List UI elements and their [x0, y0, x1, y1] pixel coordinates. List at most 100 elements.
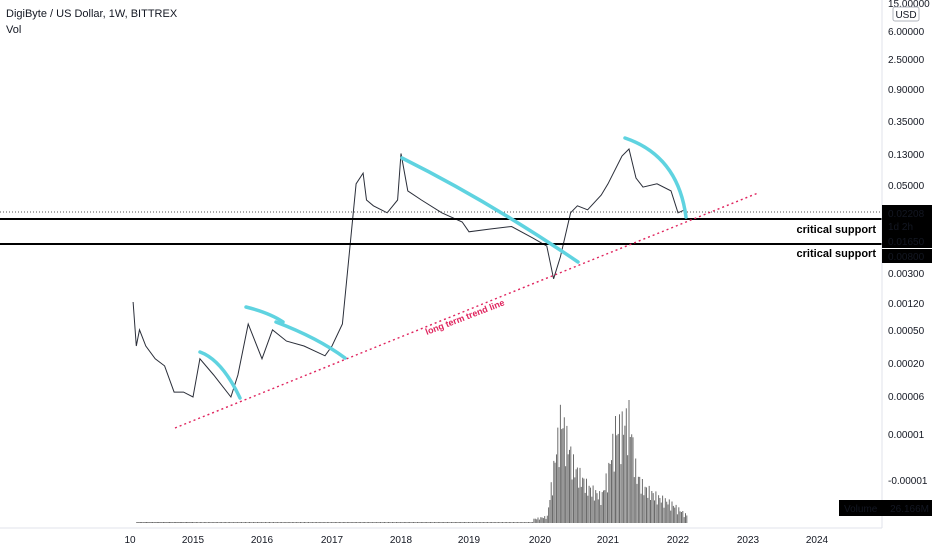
volume-bar: [507, 522, 509, 523]
volume-bar: [556, 454, 557, 523]
volume-bar: [462, 522, 464, 523]
volume-bar: [209, 522, 211, 523]
volume-bar: [679, 511, 681, 523]
volume-bar: [441, 522, 443, 523]
volume-bar: [297, 522, 299, 523]
volume-bar: [330, 522, 332, 523]
volume-bar: [353, 522, 355, 523]
volume-bar: [250, 522, 252, 523]
volume-bar: [360, 522, 362, 523]
volume-bar: [631, 434, 633, 523]
volume-bar: [650, 500, 651, 523]
volume-bar: [549, 500, 551, 523]
volume-bar: [643, 495, 645, 523]
volume-bar: [430, 522, 431, 523]
volume-bar: [376, 522, 378, 523]
volume-bar: [422, 522, 424, 523]
volume-bar: [171, 522, 173, 523]
volume-bar: [632, 437, 634, 523]
volume-bar: [392, 522, 393, 523]
volume-bar: [410, 522, 412, 523]
volume-bar: [675, 504, 677, 523]
volume-bar: [305, 522, 307, 523]
volume-bar: [550, 482, 552, 523]
volume-bar: [496, 522, 498, 523]
volume-bar: [324, 522, 326, 523]
volume-bar: [561, 429, 563, 523]
volume-bar: [178, 522, 180, 523]
volume-bar: [558, 467, 560, 523]
volume-bar: [536, 519, 538, 523]
volume-bar: [660, 502, 662, 523]
price-tick-label: -0.00001: [888, 476, 928, 487]
volume-bar: [325, 522, 327, 523]
volume-bar: [182, 522, 184, 523]
volume-bar: [666, 501, 668, 523]
volume-bar: [306, 522, 308, 523]
volume-bar: [431, 522, 433, 523]
time-tick-label: 2015: [182, 535, 205, 546]
volume-bar: [604, 490, 606, 523]
volume-bar: [445, 522, 447, 523]
volume-bar: [173, 522, 175, 523]
volume-bar: [341, 522, 343, 523]
volume-bar: [242, 522, 244, 523]
volume-bar: [519, 522, 521, 523]
volume-bar: [354, 522, 356, 523]
volume-bar: [683, 517, 685, 523]
volume-bar: [436, 522, 438, 523]
volume-bar: [599, 491, 601, 523]
last-price-value: 0.02208: [888, 209, 925, 220]
volume-badge: [839, 500, 932, 516]
volume-bar: [245, 522, 246, 523]
volume-bar: [492, 522, 494, 523]
volume-bar: [380, 522, 381, 523]
volume-bar: [237, 522, 239, 523]
volume-bar: [667, 504, 669, 523]
volume-bar: [464, 522, 465, 523]
volume-bar: [469, 522, 471, 523]
volume-bar: [681, 512, 682, 523]
volume-bar: [435, 522, 437, 523]
volume-bar: [321, 522, 323, 523]
volume-bar: [608, 462, 610, 523]
volume-bar: [504, 522, 506, 523]
volume-bar: [378, 522, 380, 523]
volume-indicator-label: Vol: [6, 24, 22, 36]
volume-bar: [337, 522, 339, 523]
volume-bar: [682, 511, 684, 523]
volume-bar: [313, 522, 315, 523]
volume-bar: [390, 522, 392, 523]
volume-bar: [175, 522, 177, 523]
chart-annotations: critical support critical support long ter…: [0, 136, 882, 429]
volume-bar: [454, 522, 456, 523]
volume-bar: [627, 455, 629, 523]
volume-bar: [678, 507, 680, 523]
volume-bar: [304, 522, 305, 523]
volume-bar: [617, 433, 619, 523]
volume-bar: [629, 437, 631, 523]
volume-bar: [499, 522, 501, 523]
volume-bar: [641, 479, 643, 523]
support-label-lower: critical support: [797, 248, 877, 260]
volume-bar: [482, 522, 484, 523]
volume-bar: [587, 495, 589, 523]
volume-bar: [419, 522, 421, 523]
volume-bar: [523, 522, 525, 523]
volume-bar: [573, 454, 574, 523]
volume-bar: [368, 522, 370, 523]
volume-bar: [298, 522, 300, 523]
price-series: [132, 148, 686, 399]
volume-bar: [449, 522, 451, 523]
volume-bar: [582, 477, 584, 523]
volume-bar: [686, 515, 688, 523]
volume-bar: [541, 517, 543, 523]
volume-bar: [389, 522, 391, 523]
volume-bar: [456, 522, 458, 523]
price-tick-label: 0.35000: [888, 117, 925, 128]
volume-bar: [259, 522, 261, 523]
volume-bar: [605, 473, 607, 523]
volume-bar: [266, 522, 268, 523]
